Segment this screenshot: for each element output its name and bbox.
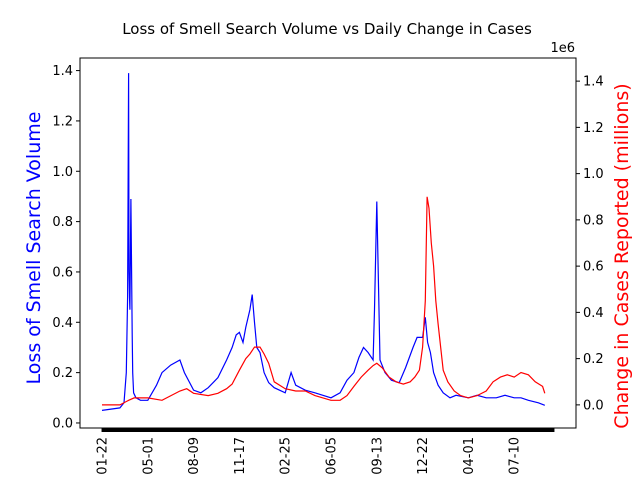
x-axis-tick-label: 04-01	[462, 437, 477, 475]
right-axis-tick-label: 1.2	[583, 121, 604, 136]
series-layer	[101, 73, 546, 411]
x-axis-tick-label: 01-22	[96, 437, 111, 475]
chart-title: Loss of Smell Search Volume vs Daily Cha…	[122, 20, 532, 38]
x-axis-tick-label: 12-22	[416, 437, 431, 475]
left-axis-tick-label: 0.0	[52, 416, 73, 431]
left-axis-tick-label: 1.4	[52, 64, 73, 79]
x-axis-tick-label: 05-01	[141, 437, 156, 475]
left-axis-tick-label: 0.4	[52, 316, 73, 331]
left-axis-tick-label: 0.2	[52, 366, 73, 381]
right-axis-tick-label: 0.4	[583, 306, 604, 321]
x-axis-tick-label: 08-09	[187, 437, 202, 475]
left-axis-tick-label: 0.8	[52, 215, 73, 230]
right-axis-tick-label: 0.0	[583, 398, 604, 413]
x-axis-tick-label: 06-05	[324, 437, 339, 475]
left-axis-tick-label: 1.2	[52, 114, 73, 129]
x-axis-tick-label: 09-13	[370, 437, 385, 475]
right-axis-tick-label: 0.6	[583, 260, 604, 275]
right-axis-tick-label: 0.8	[583, 213, 604, 228]
cases-line	[102, 196, 546, 406]
x-axis-tick-label: 11-17	[233, 437, 248, 475]
left-axis-label: Loss of Smell Search Volume	[23, 112, 45, 385]
right-axis-tick-label: 0.2	[583, 352, 604, 367]
left-axis-tick-label: 1.0	[52, 165, 73, 180]
left-axis-tick-label: 0.6	[52, 265, 73, 280]
right-axis-label: Change in Cases Reported (millions)	[611, 83, 633, 428]
axis-layer: 0.0 0.2 0.4 0.6 0.8 1.0 1.2 1.4 0.0 0.2 0.4 0.6 0.8 1…	[52, 57, 604, 475]
right-axis-tick-label: 1.4	[583, 75, 604, 90]
x-axis-tick-label: 02-25	[279, 437, 294, 475]
right-axis-tick-label: 1.0	[583, 167, 604, 182]
right-axis-offset-text: 1e6	[550, 41, 575, 56]
x-axis-tick-label: 07-10	[508, 437, 523, 475]
